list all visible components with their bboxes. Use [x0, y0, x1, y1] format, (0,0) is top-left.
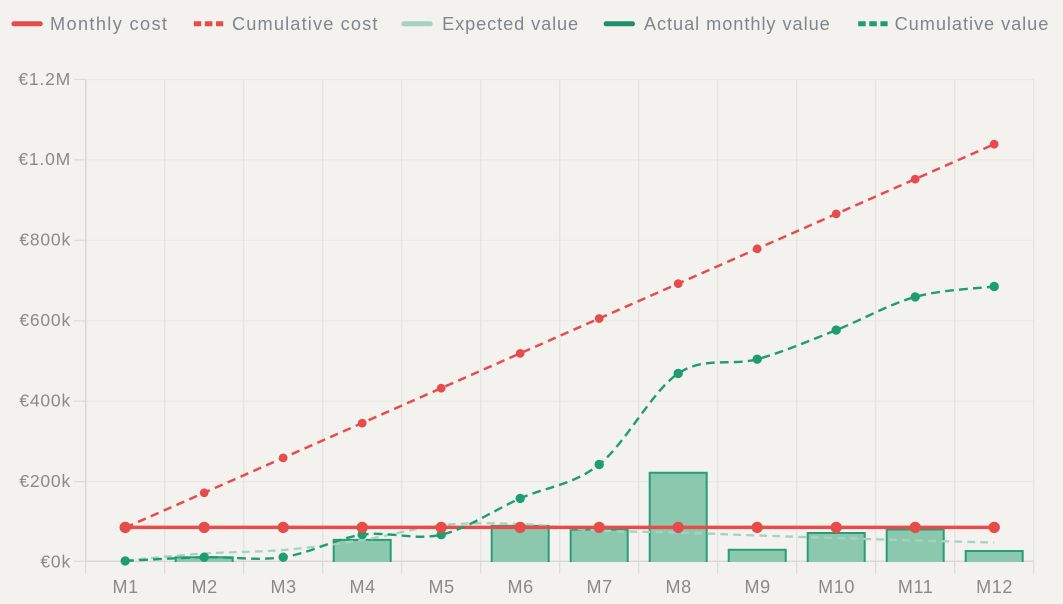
svg-text:Expected value: Expected value — [442, 14, 579, 34]
svg-text:M4: M4 — [349, 577, 375, 597]
svg-text:M2: M2 — [191, 577, 217, 597]
svg-text:Cumulative value: Cumulative value — [895, 14, 1050, 34]
svg-text:€400k: €400k — [19, 391, 71, 411]
svg-text:M9: M9 — [744, 577, 770, 597]
svg-text:€1.2M: €1.2M — [18, 69, 71, 89]
svg-text:€800k: €800k — [19, 230, 71, 250]
svg-text:Monthly cost: Monthly cost — [50, 14, 168, 34]
svg-text:M12: M12 — [976, 577, 1013, 597]
svg-text:M5: M5 — [428, 577, 454, 597]
svg-text:€1.0M: €1.0M — [18, 149, 71, 169]
svg-text:M7: M7 — [586, 577, 612, 597]
svg-text:Cumulative cost: Cumulative cost — [232, 14, 379, 34]
svg-text:Actual monthly value: Actual monthly value — [644, 14, 831, 34]
svg-text:M6: M6 — [507, 577, 533, 597]
svg-text:M8: M8 — [665, 577, 691, 597]
svg-text:M3: M3 — [270, 577, 296, 597]
svg-text:M1: M1 — [112, 577, 138, 597]
svg-text:M10: M10 — [818, 577, 855, 597]
svg-text:€600k: €600k — [19, 310, 71, 330]
svg-text:M11: M11 — [898, 577, 933, 597]
svg-text:€0k: €0k — [40, 551, 71, 571]
svg-text:€200k: €200k — [19, 471, 71, 491]
